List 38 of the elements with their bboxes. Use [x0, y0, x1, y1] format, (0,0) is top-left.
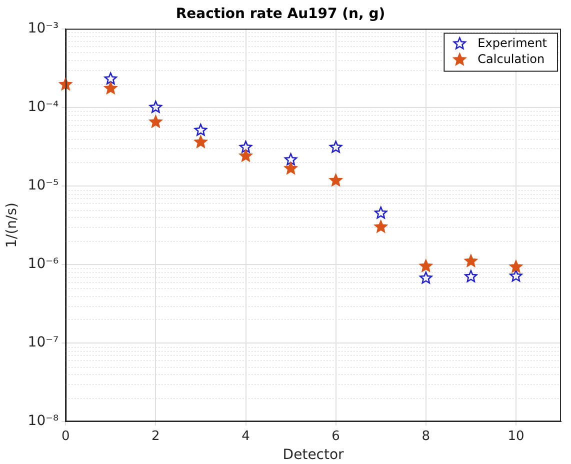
y-axis-title: 1/(n/s)	[4, 202, 20, 248]
point	[510, 270, 522, 282]
point	[104, 82, 118, 94]
x-tick-label: 2	[152, 428, 160, 444]
y-tick-label: 10⁻⁴	[28, 99, 59, 115]
point	[284, 162, 298, 174]
x-axis-title: Detector	[282, 447, 344, 464]
x-tick-label: 0	[61, 428, 70, 444]
x-tick-label: 10	[508, 428, 524, 444]
point	[239, 140, 252, 153]
point	[510, 260, 522, 272]
x-tick-label: 8	[422, 428, 430, 444]
point	[329, 140, 342, 153]
point	[374, 220, 388, 232]
point	[464, 254, 478, 267]
point	[329, 174, 342, 186]
y-tick-label: 10⁻⁸	[28, 413, 59, 430]
point	[194, 124, 208, 136]
point	[149, 100, 162, 113]
point	[149, 115, 162, 128]
point	[420, 260, 432, 272]
chart-title: Reaction rate Au197 (n, g)	[176, 6, 386, 22]
point	[194, 136, 208, 148]
y-tick-label: 10⁻⁶	[28, 256, 59, 272]
point	[374, 206, 388, 219]
legend-label: Calculation	[478, 52, 545, 66]
x-tick-label: 4	[242, 428, 250, 444]
point	[239, 149, 252, 162]
point	[420, 271, 432, 284]
point	[284, 153, 298, 166]
x-tick-label: 6	[332, 428, 340, 444]
y-tick-label: 10⁻³	[28, 20, 59, 36]
point	[464, 270, 478, 282]
point	[59, 78, 72, 90]
y-tick-label: 10⁻⁵	[28, 178, 59, 194]
y-tick-label: 10⁻⁷	[28, 334, 59, 351]
legend-label: Experiment	[478, 36, 548, 50]
point	[104, 72, 118, 84]
